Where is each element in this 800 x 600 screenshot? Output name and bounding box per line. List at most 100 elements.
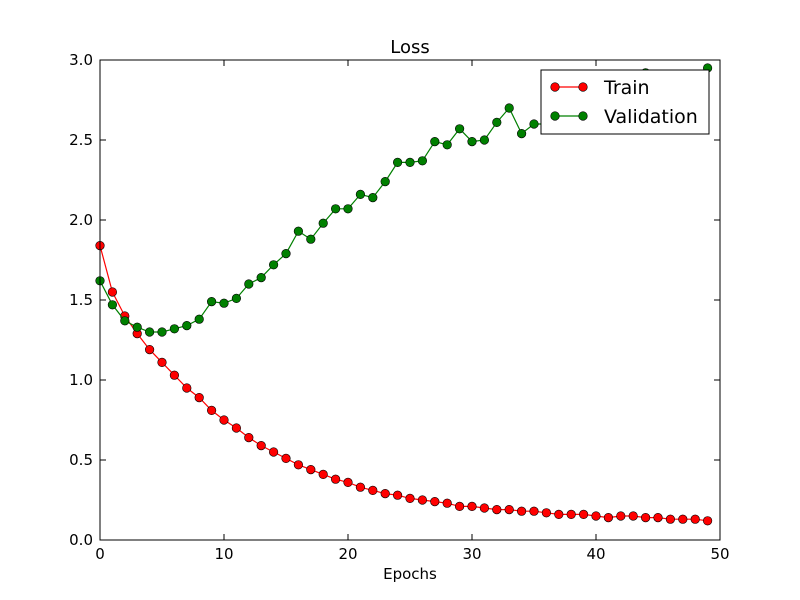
train-point bbox=[107, 287, 117, 297]
validation-point bbox=[219, 298, 229, 308]
y-tick-label: 3.0 bbox=[69, 51, 93, 69]
y-tick-label: 1.0 bbox=[69, 371, 93, 389]
legend-marker bbox=[550, 111, 560, 121]
validation-point bbox=[169, 324, 179, 334]
train-point bbox=[306, 465, 316, 475]
train-point bbox=[430, 497, 440, 507]
validation-point bbox=[182, 321, 192, 331]
validation-point bbox=[516, 129, 527, 139]
train-point bbox=[318, 469, 328, 480]
validation-point bbox=[355, 189, 366, 199]
x-axis-label: Epochs bbox=[383, 565, 437, 583]
validation-point bbox=[120, 316, 130, 326]
train-point bbox=[603, 512, 614, 523]
train-point bbox=[207, 405, 217, 416]
validation-point bbox=[368, 193, 378, 203]
train-point bbox=[343, 477, 353, 488]
validation-point bbox=[145, 327, 155, 337]
validation-point bbox=[331, 204, 341, 214]
train-point bbox=[145, 345, 155, 355]
validation-point bbox=[405, 157, 415, 167]
train-point bbox=[690, 514, 700, 524]
train-point bbox=[554, 509, 564, 520]
train-point bbox=[529, 506, 539, 516]
y-tick-label: 1.5 bbox=[69, 291, 93, 309]
train-point bbox=[169, 370, 179, 380]
validation-point bbox=[430, 137, 440, 147]
legend-label: Train bbox=[603, 77, 650, 99]
legend-item-validation: Validation bbox=[550, 106, 698, 128]
legend-marker bbox=[578, 111, 588, 121]
validation-point bbox=[269, 260, 279, 270]
validation-point bbox=[479, 135, 490, 145]
train-point bbox=[442, 498, 452, 508]
validation-point bbox=[529, 119, 539, 129]
train-point bbox=[281, 453, 291, 464]
y-tick-label: 0.0 bbox=[69, 531, 93, 549]
y-tick-label: 2.0 bbox=[69, 211, 93, 229]
train-point bbox=[665, 514, 676, 524]
validation-point bbox=[132, 322, 142, 332]
train-point bbox=[504, 505, 514, 515]
train-point bbox=[566, 509, 576, 520]
validation-point bbox=[318, 218, 328, 228]
x-tick-label: 30 bbox=[462, 545, 481, 563]
series-train bbox=[95, 241, 713, 526]
validation-point bbox=[504, 103, 514, 113]
train-point bbox=[578, 509, 589, 520]
train-point bbox=[244, 433, 254, 443]
train-point bbox=[541, 508, 552, 518]
y-tick-label: 2.5 bbox=[69, 131, 93, 149]
train-point bbox=[194, 393, 204, 403]
train-point bbox=[368, 485, 378, 496]
train-point bbox=[293, 460, 304, 470]
train-point bbox=[455, 501, 465, 512]
legend-marker bbox=[550, 82, 560, 92]
axis-ticks: 0 10 20 30 40 50 0.0 0.5 1.0 1.5 2.0 2.5 3.0 bbox=[69, 51, 729, 563]
train-point bbox=[616, 511, 626, 521]
validation-point bbox=[281, 249, 291, 259]
train-point bbox=[231, 423, 241, 433]
train-point bbox=[591, 511, 601, 521]
train-point bbox=[702, 516, 713, 526]
train-point bbox=[182, 383, 192, 393]
validation-point bbox=[306, 234, 316, 244]
legend-box bbox=[540, 69, 710, 135]
x-tick-label: 40 bbox=[586, 545, 605, 563]
validation-point bbox=[442, 140, 452, 150]
validation-point bbox=[492, 117, 502, 127]
legend-marker bbox=[578, 82, 588, 92]
train-point bbox=[467, 501, 477, 512]
validation-point bbox=[393, 157, 403, 167]
x-tick-label: 10 bbox=[214, 545, 233, 563]
train-point bbox=[653, 512, 663, 523]
chart-title: Loss bbox=[390, 37, 429, 58]
x-tick-label: 50 bbox=[710, 545, 729, 563]
legend-item-train: Train bbox=[550, 77, 650, 99]
validation-point bbox=[467, 137, 477, 147]
train-line bbox=[99, 245, 708, 522]
train-point bbox=[269, 447, 279, 457]
train-point bbox=[628, 511, 638, 521]
validation-point bbox=[293, 226, 304, 236]
validation-point bbox=[455, 124, 465, 134]
legend-label: Validation bbox=[604, 106, 698, 128]
train-point bbox=[380, 489, 390, 499]
validation-point bbox=[244, 279, 254, 289]
train-point bbox=[417, 495, 428, 505]
train-point bbox=[355, 482, 366, 492]
validation-point bbox=[417, 156, 428, 166]
train-point bbox=[157, 357, 167, 368]
train-point bbox=[516, 506, 527, 516]
train-point bbox=[678, 514, 688, 524]
train-point bbox=[331, 474, 341, 484]
train-point bbox=[256, 441, 266, 451]
validation-point bbox=[256, 273, 266, 283]
train-point bbox=[393, 490, 403, 500]
validation-point bbox=[380, 177, 390, 187]
validation-point bbox=[207, 297, 217, 307]
validation-point bbox=[194, 314, 204, 324]
train-point bbox=[640, 512, 651, 523]
validation-point bbox=[107, 300, 117, 310]
